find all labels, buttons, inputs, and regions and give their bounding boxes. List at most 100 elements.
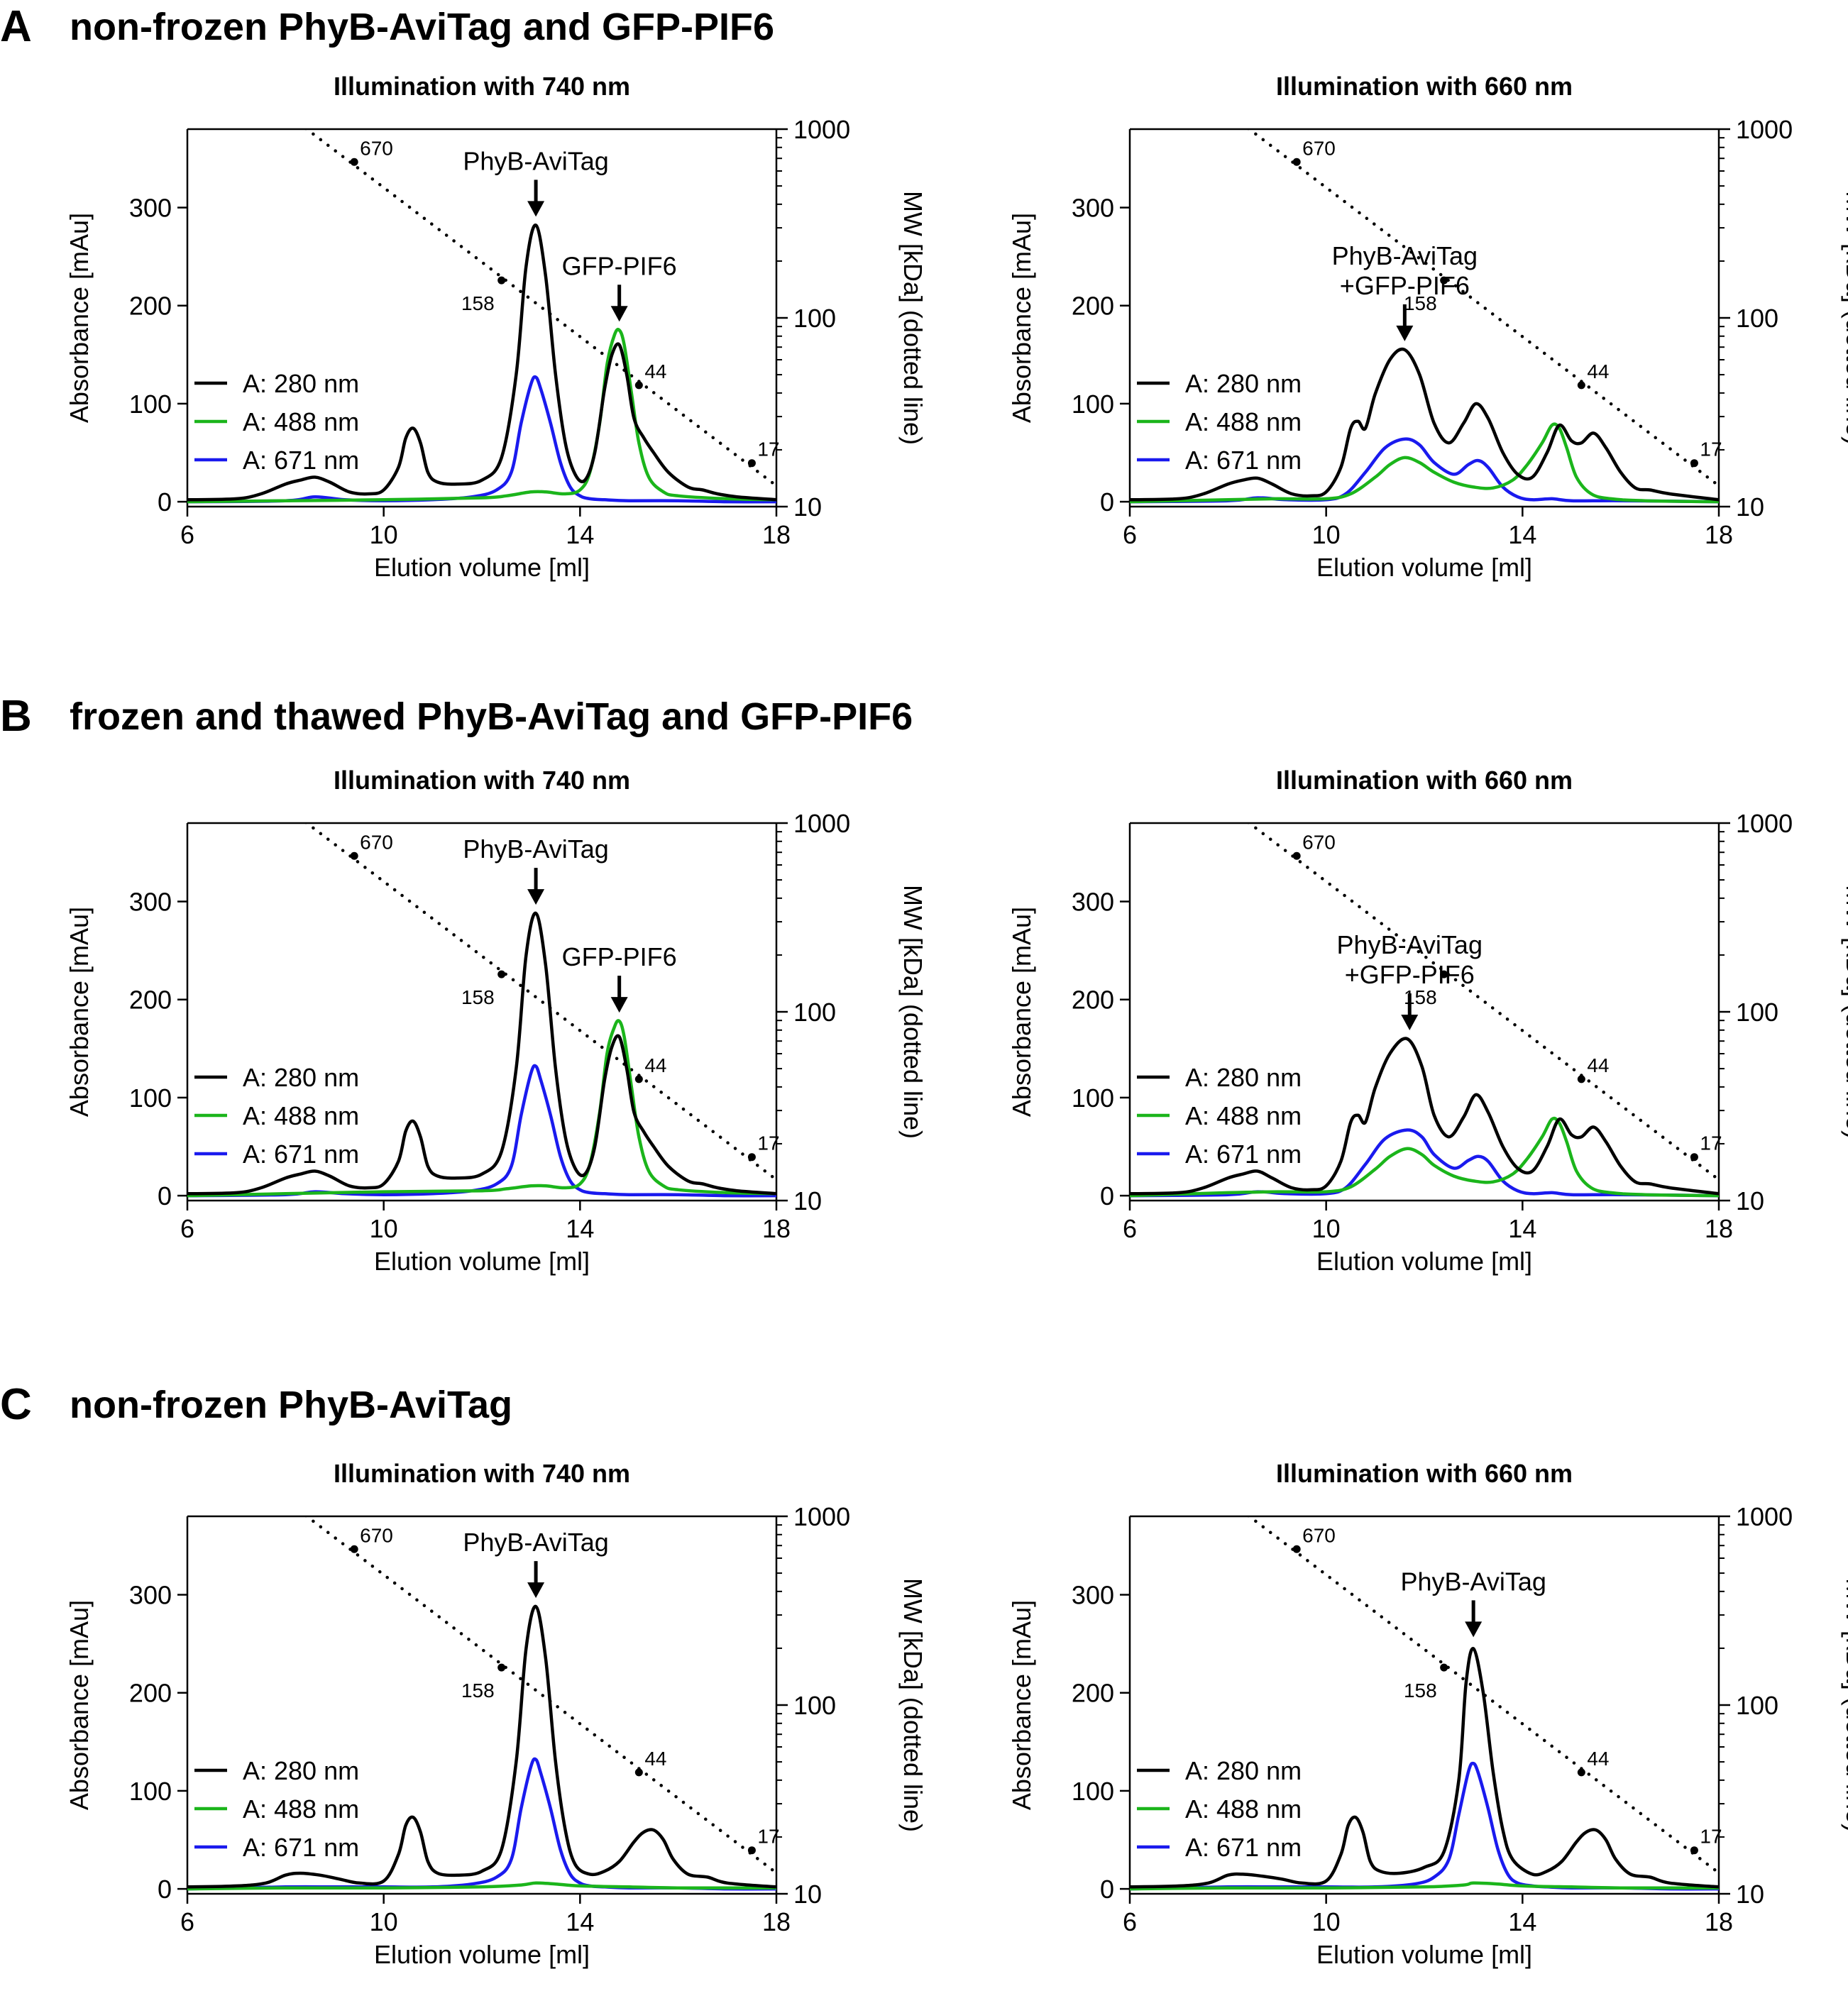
- peak-annotation: +GFP-PIF6: [1340, 271, 1470, 300]
- legend-label: A: 488 nm: [243, 1101, 359, 1130]
- x-tick-label: 18: [1705, 1907, 1733, 1936]
- y-tick-label: 100: [129, 1083, 172, 1113]
- x-tick-label: 14: [566, 1907, 594, 1936]
- peak-annotation: PhyB-AviTag: [1337, 930, 1483, 959]
- x-tick-label: 18: [762, 1907, 791, 1936]
- x-axis-label: Elution volume [ml]: [1316, 553, 1532, 582]
- y-tick-label: 200: [1072, 292, 1114, 321]
- y2-tick-label: 100: [793, 1691, 836, 1720]
- standard-label: 158: [461, 986, 495, 1008]
- x-tick-label: 6: [180, 1214, 194, 1243]
- x-tick-label: 6: [180, 520, 194, 549]
- y2-axis-label: MW [kDa] (dotted line): [1841, 1578, 1848, 1832]
- legend-label: A: 488 nm: [1185, 1101, 1302, 1130]
- annotation-arrow-head: [1465, 1621, 1483, 1638]
- series-line-280nm: [1130, 1647, 1719, 1889]
- standard-point: [1690, 1153, 1698, 1162]
- chart-A-660: Illumination with 660 nm 6 10 14 18 Elution v…: [1007, 72, 1848, 582]
- panel-title-c: non-frozen PhyB-AviTag: [70, 1384, 512, 1426]
- x-tick-label: 6: [1123, 1907, 1137, 1936]
- y2-tick-label: 100: [1736, 998, 1778, 1027]
- x-axis-label: Elution volume [ml]: [374, 553, 590, 582]
- standard-label: 44: [644, 1054, 666, 1076]
- x-tick-label: 10: [1312, 1214, 1341, 1243]
- standard-label: 44: [1587, 1748, 1609, 1770]
- y-tick-label: 0: [1100, 1181, 1114, 1210]
- x-tick-label: 18: [762, 1214, 791, 1243]
- series-line-488nm: [1130, 422, 1719, 504]
- x-tick-label: 14: [1508, 520, 1536, 549]
- standard-point: [350, 851, 358, 860]
- series-line-488nm: [1130, 1881, 1719, 1891]
- x-tick-label: 14: [1508, 1214, 1536, 1243]
- y2-tick-label: 1000: [793, 1502, 850, 1531]
- legend-label: A: 280 nm: [1185, 1756, 1302, 1785]
- y-tick-label: 200: [1072, 986, 1114, 1015]
- standard-point: [1292, 158, 1301, 166]
- y-tick-label: 0: [158, 1875, 172, 1904]
- peak-annotation: +GFP-PIF6: [1345, 960, 1475, 989]
- standard-label: 670: [1302, 137, 1336, 159]
- annotation-arrow-head: [610, 997, 628, 1013]
- standard-point: [747, 1846, 756, 1855]
- standard-point: [1690, 1846, 1698, 1855]
- series-line-671nm: [1130, 1128, 1719, 1198]
- standard-label: 670: [1302, 831, 1336, 853]
- peak-annotation: PhyB-AviTag: [463, 1528, 608, 1557]
- standard-label: 17: [1700, 439, 1722, 460]
- chart-B-740: Illumination with 740 nm 6 10 14 18 Elution v…: [65, 766, 928, 1276]
- y2-tick-label: 1000: [793, 809, 850, 838]
- y-tick-label: 300: [129, 888, 172, 917]
- y-tick-label: 200: [129, 292, 172, 321]
- y-tick-label: 300: [129, 194, 172, 223]
- standard-label: 17: [1700, 1826, 1722, 1848]
- peak-annotation: PhyB-AviTag: [463, 834, 608, 864]
- y-tick-label: 300: [1072, 888, 1114, 917]
- standard-label: 17: [757, 439, 779, 460]
- y-tick-label: 0: [1100, 487, 1114, 517]
- legend-label: A: 488 nm: [243, 1794, 359, 1824]
- standard-label: 17: [1700, 1132, 1722, 1154]
- legend-label: A: 671 nm: [243, 1833, 359, 1862]
- legend-label: A: 280 nm: [243, 369, 359, 398]
- y-tick-label: 300: [129, 1581, 172, 1610]
- y2-tick-label: 1000: [1736, 809, 1793, 838]
- panel-title-b: frozen and thawed PhyB-AviTag and GFP-PI…: [70, 695, 913, 738]
- y-tick-label: 100: [1072, 1777, 1114, 1806]
- y-tick-label: 100: [1072, 390, 1114, 419]
- legend-label: A: 488 nm: [1185, 1794, 1302, 1824]
- y-axis-label: Absorbance [mAu]: [65, 907, 94, 1117]
- x-axis-label: Elution volume [ml]: [374, 1247, 590, 1276]
- standard-point: [1292, 1545, 1301, 1553]
- y-tick-label: 0: [158, 487, 172, 517]
- x-tick-label: 10: [1312, 520, 1341, 549]
- standard-label: 670: [360, 831, 393, 853]
- standard-point: [497, 276, 506, 285]
- chart-A-740: Illumination with 740 nm 6 10 14 18 Elution v…: [65, 72, 928, 582]
- x-tick-label: 14: [1508, 1907, 1536, 1936]
- legend-label: A: 280 nm: [1185, 1063, 1302, 1092]
- standard-label: 44: [1587, 360, 1609, 382]
- x-tick-label: 18: [1705, 520, 1733, 549]
- y-tick-label: 0: [158, 1181, 172, 1210]
- y-tick-label: 300: [1072, 1581, 1114, 1610]
- x-tick-label: 10: [370, 520, 398, 549]
- annotation-arrow-head: [610, 306, 628, 322]
- standard-point: [1440, 970, 1448, 978]
- y2-tick-label: 100: [1736, 304, 1778, 333]
- standard-label: 44: [644, 1748, 666, 1770]
- standard-point: [1440, 276, 1448, 285]
- legend-label: A: 280 nm: [1185, 369, 1302, 398]
- standard-point: [1292, 851, 1301, 860]
- y-tick-label: 100: [129, 1777, 172, 1806]
- standard-label: 670: [360, 137, 393, 159]
- chart-C-660: Illumination with 660 nm 6 10 14 18 Elution v…: [1007, 1459, 1848, 1969]
- legend-label: A: 671 nm: [1185, 1140, 1302, 1169]
- charts: Illumination with 740 nm 6 10 14 18 Elution v…: [65, 72, 1848, 1969]
- y-tick-label: 0: [1100, 1875, 1114, 1904]
- standard-point: [497, 970, 506, 978]
- chart-title: Illumination with 660 nm: [1276, 1459, 1573, 1488]
- y-tick-label: 200: [1072, 1679, 1114, 1708]
- chart-title: Illumination with 740 nm: [334, 72, 630, 101]
- peak-annotation: GFP-PIF6: [562, 251, 677, 280]
